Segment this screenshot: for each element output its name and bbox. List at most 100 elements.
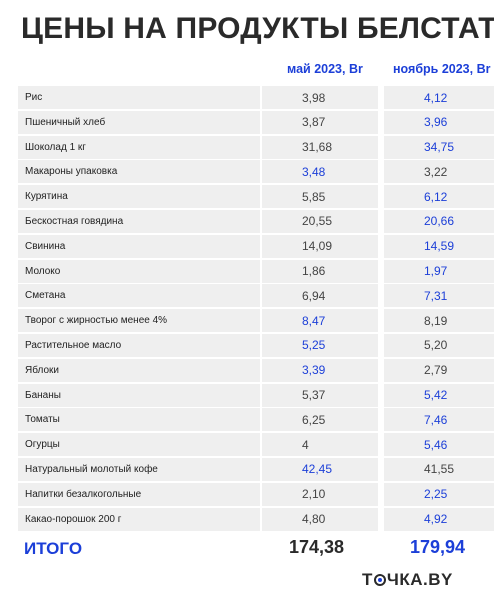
- total-nov-value: 179,94: [410, 537, 466, 557]
- price-may: 3,39: [302, 363, 326, 378]
- table-row: Какао-порошок 200 г 4,80 4,92: [18, 507, 494, 533]
- product-name: Свинина: [18, 234, 260, 258]
- price-may: 42,45: [302, 462, 333, 477]
- price-cell-nov: 4,12: [384, 86, 494, 109]
- price-table: Рис 3,98 4,12 Пшеничный хлеб 3,87 3,96 Шоколад…: [18, 86, 494, 532]
- price-cell-may: 2,10: [262, 482, 378, 506]
- price-cell-may: 3,87: [262, 110, 378, 134]
- price-cell-nov: 14,59: [384, 234, 494, 258]
- price-cell-may: 14,09: [262, 234, 378, 258]
- price-cell-may: 42,45: [262, 457, 378, 481]
- total-may-value: 174,38: [289, 537, 345, 557]
- price-cell-nov: 5,46: [384, 433, 494, 457]
- price-cell-may: 5,85: [262, 185, 378, 209]
- price-cell-may: 1,86: [262, 259, 378, 283]
- price-nov: 6,12: [424, 189, 448, 204]
- table-row: Творог с жирностью менее 4% 8,47 8,19: [18, 309, 494, 334]
- table-row: Сметана 6,94 7,31: [18, 284, 494, 309]
- product-name: Макароны упаковка: [18, 160, 260, 184]
- price-may: 3,87: [302, 115, 326, 130]
- product-name: Какао-порошок 200 г: [18, 507, 260, 531]
- product-name: Бескостная говядина: [18, 209, 260, 233]
- price-cell-may: 3,48: [262, 160, 378, 184]
- product-name: Сметана: [18, 284, 260, 308]
- price-may: 5,37: [302, 388, 326, 403]
- product-name: Натуральный молотый кофе: [18, 457, 260, 481]
- price-cell-may: 5,37: [262, 383, 378, 407]
- price-nov: 5,42: [424, 388, 448, 403]
- table-row: Макароны упаковка 3,48 3,22: [18, 160, 494, 185]
- table-row: Огурцы 4 5,46: [18, 433, 494, 458]
- price-cell-nov: 7,46: [384, 408, 494, 432]
- price-nov: 8,19: [424, 313, 448, 328]
- table-row: Свинина 14,09 14,59: [18, 234, 494, 260]
- product-name: Шоколад 1 кг: [18, 135, 260, 159]
- price-cell-may: 6,25: [262, 408, 378, 432]
- price-cell-nov: 3,96: [384, 110, 494, 134]
- price-cell-may: 20,55: [262, 209, 378, 233]
- price-cell-nov: 6,12: [384, 185, 494, 209]
- price-cell-nov: 1,97: [384, 259, 494, 283]
- price-cell-may: 4,80: [262, 507, 378, 531]
- table-row: Бананы 5,37 5,42: [18, 383, 494, 409]
- price-nov: 4,92: [424, 512, 448, 527]
- product-name: Огурцы: [18, 433, 260, 457]
- price-nov: 5,46: [424, 437, 448, 452]
- price-cell-may: 3,39: [262, 358, 378, 382]
- product-name: Курятина: [18, 185, 260, 209]
- table-row: Яблоки 3,39 2,79: [18, 358, 494, 384]
- price-may: 2,10: [302, 487, 326, 502]
- product-name: Творог с жирностью менее 4%: [18, 309, 260, 333]
- price-cell-nov: 5,42: [384, 383, 494, 407]
- column-header-may: май 2023, Br: [287, 62, 363, 76]
- table-row: Томаты 6,25 7,46: [18, 408, 494, 433]
- price-nov: 1,97: [424, 264, 448, 279]
- price-cell-nov: 2,79: [384, 358, 494, 382]
- logo-dot-icon: [373, 574, 386, 586]
- price-may: 3,98: [302, 90, 326, 105]
- price-cell-nov: 8,19: [384, 309, 494, 333]
- price-cell-nov: 41,55: [384, 457, 494, 481]
- price-may: 6,94: [302, 288, 326, 303]
- price-may: 31,68: [302, 140, 333, 155]
- table-row: Растительное масло 5,25 5,20: [18, 333, 494, 359]
- price-cell-may: 4: [262, 433, 378, 457]
- table-row: Шоколад 1 кг 31,68 34,75: [18, 135, 494, 161]
- price-cell-may: 6,94: [262, 284, 378, 308]
- price-cell-nov: 5,20: [384, 333, 494, 357]
- table-row: Натуральный молотый кофе 42,45 41,55: [18, 457, 494, 483]
- product-name: Пшеничный хлеб: [18, 110, 260, 134]
- price-nov: 2,25: [424, 487, 448, 502]
- table-row: Бескостная говядина 20,55 20,66: [18, 209, 494, 235]
- price-cell-nov: 20,66: [384, 209, 494, 233]
- price-nov: 7,46: [424, 412, 448, 427]
- product-name: Томаты: [18, 408, 260, 432]
- price-nov: 3,96: [424, 115, 448, 130]
- price-nov: 14,59: [424, 239, 455, 254]
- price-nov: 4,12: [424, 90, 448, 105]
- price-may: 8,47: [302, 313, 326, 328]
- price-may: 1,86: [302, 264, 326, 279]
- price-may: 3,48: [302, 164, 326, 179]
- product-name: Яблоки: [18, 358, 260, 382]
- price-nov: 3,22: [424, 164, 448, 179]
- table-row: Пшеничный хлеб 3,87 3,96: [18, 110, 494, 136]
- logo-prefix: Т: [362, 570, 373, 589]
- price-may: 5,25: [302, 338, 326, 353]
- price-cell-may: 8,47: [262, 309, 378, 333]
- price-cell-nov: 34,75: [384, 135, 494, 159]
- product-name: Напитки безалкогольные: [18, 482, 260, 506]
- product-name: Рис: [18, 86, 260, 109]
- price-nov: 20,66: [424, 214, 455, 229]
- price-may: 20,55: [302, 214, 333, 229]
- product-name: Молоко: [18, 259, 260, 283]
- column-header-nov: ноябрь 2023, Br: [393, 62, 491, 76]
- product-name: Бананы: [18, 383, 260, 407]
- table-row: Рис 3,98 4,12: [18, 86, 494, 111]
- page-title: ЦЕНЫ НА ПРОДУКТЫ БЕЛСТАТ: [21, 12, 494, 45]
- price-may: 6,25: [302, 412, 326, 427]
- total-label: ИТОГО: [24, 539, 83, 558]
- price-cell-nov: 7,31: [384, 284, 494, 308]
- price-nov: 5,20: [424, 338, 448, 353]
- price-may: 14,09: [302, 239, 333, 254]
